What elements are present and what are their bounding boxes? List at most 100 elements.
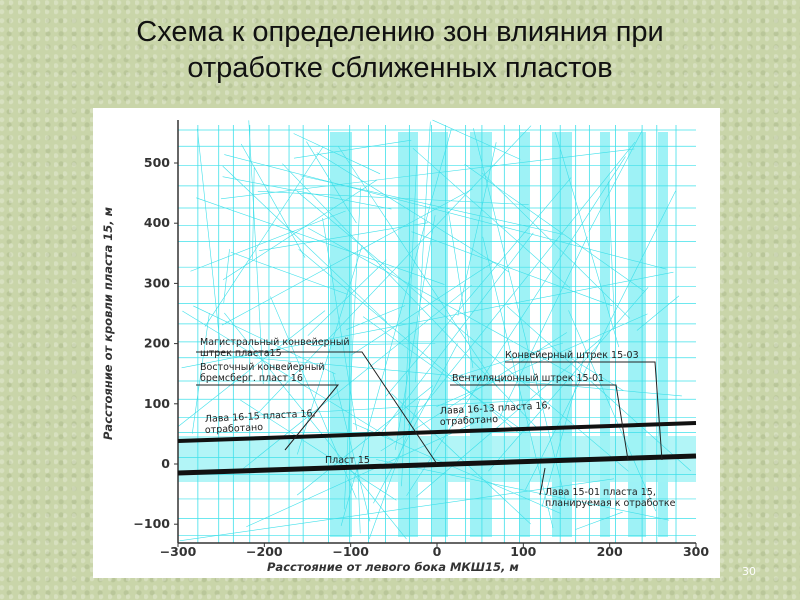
y-tick-label: 0 bbox=[161, 456, 170, 471]
x-tick-label: 0 bbox=[433, 544, 442, 559]
mesh-line bbox=[259, 222, 429, 251]
seam-16 bbox=[177, 421, 697, 443]
mesh-line bbox=[224, 312, 407, 540]
mesh-line bbox=[252, 167, 255, 260]
mesh-line bbox=[191, 312, 210, 434]
mesh-line bbox=[406, 156, 626, 496]
x-tick-label: 300 bbox=[683, 544, 709, 559]
page-number: 30 bbox=[742, 565, 756, 578]
mesh-line bbox=[343, 187, 361, 510]
mesh-line bbox=[473, 128, 568, 507]
mesh-line bbox=[451, 342, 564, 379]
mesh-line bbox=[322, 217, 358, 430]
mesh-line bbox=[608, 181, 616, 329]
mesh-band bbox=[520, 132, 530, 537]
mesh-line bbox=[488, 287, 649, 472]
mesh-line bbox=[296, 191, 629, 472]
mesh-line bbox=[257, 399, 545, 416]
mesh-line bbox=[575, 511, 623, 530]
mesh-line bbox=[311, 343, 436, 346]
mesh-line bbox=[252, 125, 532, 420]
mesh-line bbox=[375, 459, 670, 521]
annotation: Вентиляционный штрек 15-01 bbox=[452, 373, 604, 384]
annotation: планируемая к отработке bbox=[545, 498, 676, 509]
mesh-line bbox=[307, 259, 387, 336]
x-tick-label: −200 bbox=[246, 544, 283, 559]
annotation: штрек пласта15 bbox=[200, 348, 282, 359]
mesh-line bbox=[190, 210, 346, 272]
x-tick-label: −300 bbox=[160, 544, 197, 559]
y-tick-label: 500 bbox=[144, 155, 170, 170]
mesh-line bbox=[340, 129, 452, 526]
mesh-line bbox=[368, 398, 421, 540]
mesh-band bbox=[432, 132, 448, 537]
mesh-line bbox=[362, 316, 527, 434]
mesh-line bbox=[193, 305, 336, 375]
mesh-line bbox=[636, 295, 680, 331]
mesh-line bbox=[555, 132, 620, 348]
mesh-line bbox=[411, 231, 613, 307]
annotation: Восточный конвейерный bbox=[200, 362, 325, 373]
y-tick-label: 100 bbox=[144, 396, 170, 411]
leaders bbox=[196, 351, 663, 496]
mesh-line bbox=[407, 141, 636, 426]
mesh-line bbox=[223, 249, 230, 303]
mesh-band bbox=[658, 132, 668, 537]
annotation: бремсберг. пласт 16 bbox=[200, 373, 303, 384]
mesh-line bbox=[391, 393, 531, 525]
mesh-band bbox=[398, 132, 418, 537]
mesh-line bbox=[412, 147, 571, 289]
mesh-line bbox=[177, 310, 326, 427]
mesh-line bbox=[196, 197, 445, 285]
mesh-line bbox=[448, 211, 474, 369]
mesh-line bbox=[230, 251, 349, 295]
annotation: Лава 15-01 пласта 15, bbox=[545, 487, 656, 498]
mesh-line bbox=[270, 296, 357, 499]
mesh-line bbox=[240, 143, 306, 258]
mesh-line bbox=[182, 310, 393, 441]
mesh-line bbox=[457, 142, 497, 316]
mesh-band bbox=[628, 132, 646, 537]
mesh-line bbox=[282, 163, 538, 429]
title-line: Схема к определению зон влияния при bbox=[136, 16, 664, 48]
mesh-line bbox=[352, 422, 561, 514]
mesh-line bbox=[308, 227, 583, 381]
mesh-line bbox=[222, 179, 378, 281]
mesh-line bbox=[498, 236, 588, 420]
mesh-line bbox=[293, 139, 412, 159]
title-line: отработке сближенных пластов bbox=[187, 52, 613, 84]
mesh-line bbox=[568, 310, 657, 512]
mesh-line bbox=[346, 305, 406, 330]
mesh-line bbox=[482, 236, 554, 529]
mesh-line bbox=[293, 133, 381, 175]
mesh-line bbox=[221, 188, 473, 326]
mesh-line bbox=[197, 128, 221, 348]
mesh-line bbox=[298, 248, 519, 434]
mesh-line bbox=[482, 172, 631, 319]
mesh-line bbox=[316, 152, 510, 273]
mesh-line bbox=[464, 164, 645, 292]
y-tick-label: −100 bbox=[133, 516, 170, 531]
mesh-line bbox=[224, 154, 667, 270]
mesh-line bbox=[240, 399, 397, 501]
annotation: Пласт 15 bbox=[325, 455, 370, 466]
mesh-line bbox=[246, 419, 482, 528]
x-tick-label: 100 bbox=[510, 544, 536, 559]
annotation: отработано bbox=[205, 422, 264, 436]
x-tick-label: 200 bbox=[597, 544, 623, 559]
y-tick-label: 200 bbox=[144, 336, 170, 351]
y-tick-label: 400 bbox=[144, 215, 170, 230]
mesh-line bbox=[415, 121, 431, 383]
mesh-line bbox=[588, 130, 643, 233]
mesh-band bbox=[600, 132, 610, 537]
x-tick-label: −100 bbox=[332, 544, 369, 559]
annotation: Конвейерный штрек 15-03 bbox=[505, 350, 639, 361]
mesh-line bbox=[332, 371, 371, 522]
mesh-line bbox=[297, 245, 363, 455]
mesh-line bbox=[436, 313, 648, 408]
mesh-line bbox=[416, 338, 602, 497]
annotation: отработано bbox=[440, 414, 499, 428]
mesh-line bbox=[248, 120, 264, 384]
